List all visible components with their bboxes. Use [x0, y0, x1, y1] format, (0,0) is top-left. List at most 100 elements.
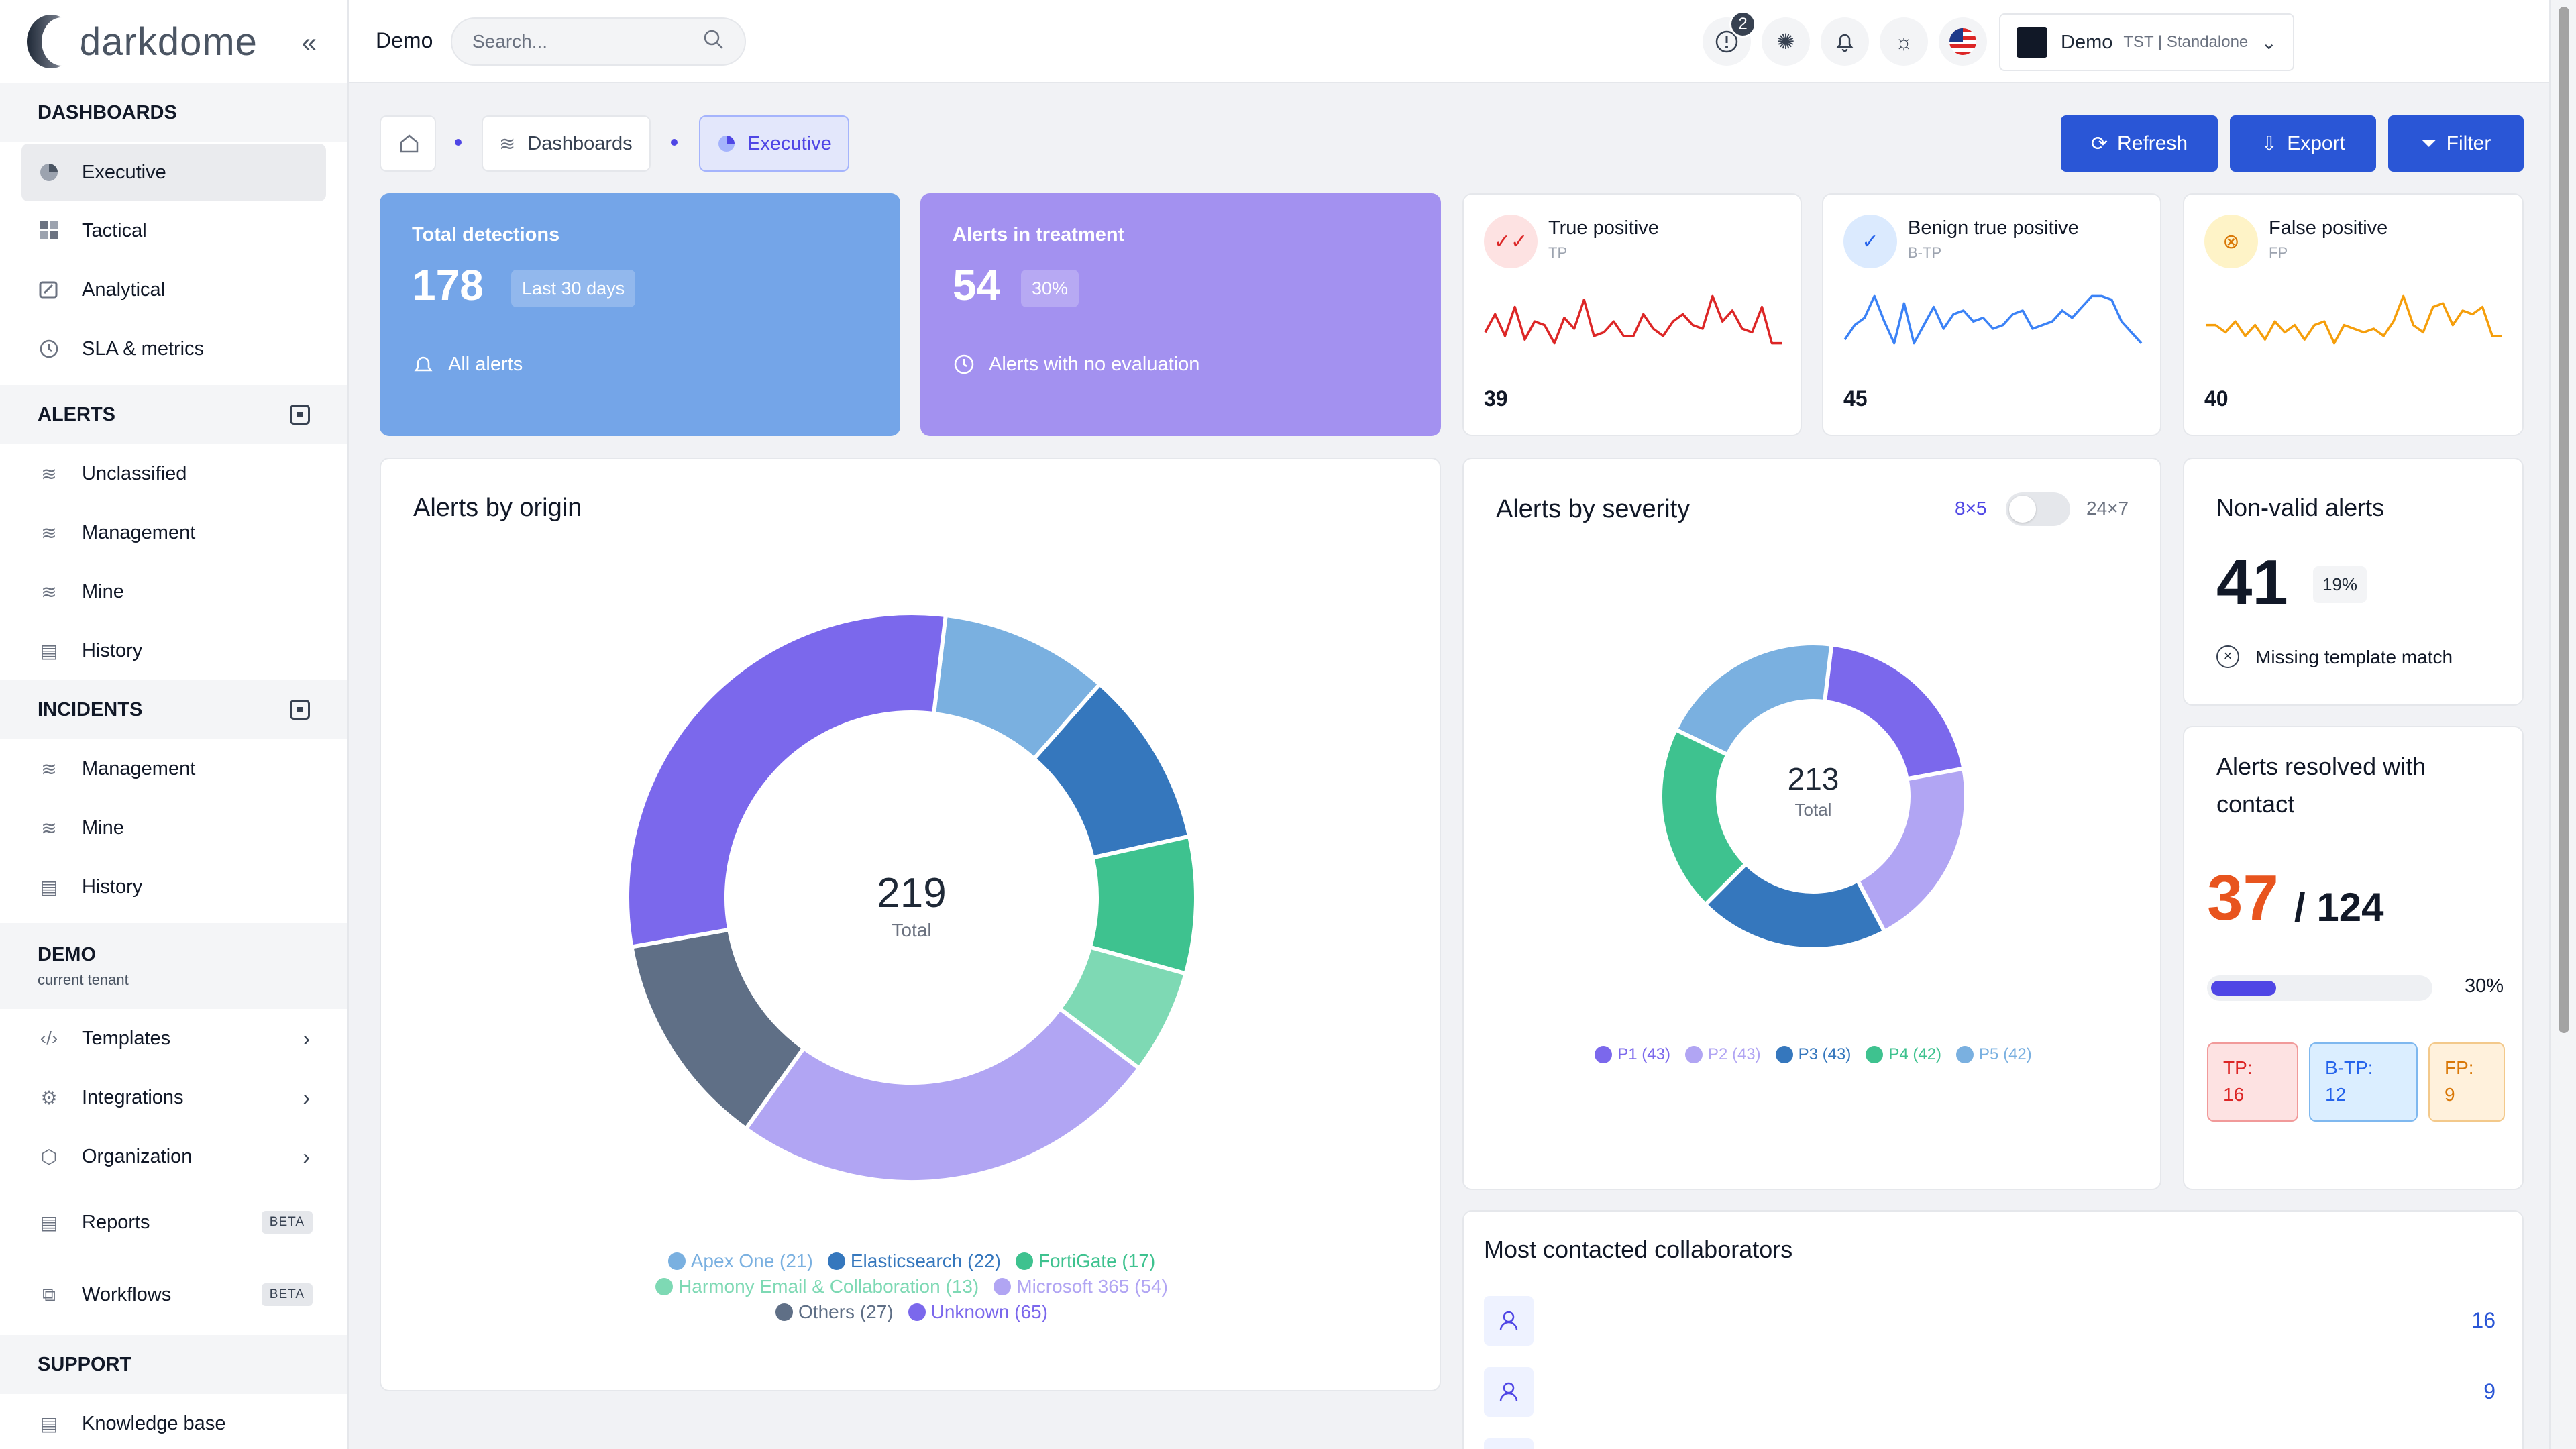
toggle-label-24x7[interactable]: 24×7 [2086, 498, 2129, 519]
book-icon: ▤ [40, 1413, 58, 1434]
sidebar-item-executive[interactable]: Executive [21, 144, 326, 201]
sidebar-item-incidents-mine[interactable]: ≋ Mine [0, 798, 347, 857]
severity-legend: P1 (43) P2 (43) P3 (43) P4 (42) P5 (42) [1464, 1045, 2163, 1064]
section-title: ALERTS [38, 403, 115, 425]
breadcrumb-home[interactable] [380, 115, 436, 172]
legend-item[interactable]: Others (27) [775, 1301, 894, 1323]
sidebar-item-label: Reports [82, 1211, 150, 1233]
resolved-percent: 30% [2465, 975, 2504, 997]
legend-item[interactable]: P2 (43) [1684, 1045, 1761, 1064]
legend-label: Elasticsearch (22) [850, 1250, 1001, 1271]
add-box-icon[interactable] [290, 700, 310, 720]
coverage-toggle[interactable] [2006, 492, 2070, 526]
sidebar-item-label: Tactical [82, 219, 147, 241]
donut-slice-unknown[interactable] [625, 611, 949, 949]
report-icon: ▤ [40, 1212, 58, 1233]
legend-item[interactable]: P5 (42) [1956, 1045, 2032, 1064]
legend-item[interactable]: P1 (43) [1595, 1045, 1670, 1064]
sidebar-item-alerts-history[interactable]: ▤ History [0, 621, 347, 680]
edit-chart-icon [38, 278, 60, 301]
clock-icon [38, 337, 60, 360]
document-icon: ▤ [40, 640, 58, 661]
card-value: 54 [953, 261, 1001, 309]
card-title: Non-valid alerts [2216, 494, 2385, 521]
grid-icon [38, 219, 60, 242]
alerts-in-treatment-card[interactable]: Alerts in treatment 54 30% Alerts with n… [920, 193, 1441, 436]
sidebar-item-incidents-history[interactable]: ▤ History [0, 857, 347, 916]
alert-icon[interactable]: 2 [1703, 11, 1756, 66]
cube-icon: ⬡ [40, 1146, 58, 1167]
sidebar-item-integrations[interactable]: ⚙ Integrations › [0, 1068, 347, 1127]
sidebar-item-alerts-mine[interactable]: ≋ Mine [0, 562, 347, 621]
legend-swatch [908, 1303, 926, 1321]
sidebar-item-workflows[interactable]: ⧉ Workflows BETA [0, 1258, 347, 1331]
benign-true-positive-card[interactable]: ✓ Benign true positive B-TP 45 [1822, 193, 2161, 436]
toggle-label-8x5[interactable]: 8×5 [1955, 498, 1987, 519]
tenant-selector[interactable]: Demo TST | Standalone ⌄ [1999, 13, 2294, 71]
legend-item[interactable]: Elasticsearch (22) [827, 1250, 1001, 1272]
sidebar-item-alerts-unclassified[interactable]: ≋ Unclassified [0, 444, 347, 503]
non-valid-alerts-card: Non-valid alerts 41 19% × Missing templa… [2183, 458, 2524, 706]
sidebar-item-analytical[interactable]: Analytical [0, 260, 347, 319]
breadcrumb-executive[interactable]: Executive [699, 115, 849, 172]
fp-box: FP: 9 [2428, 1042, 2505, 1122]
filter-button[interactable]: ⏷ Filter [2388, 115, 2524, 172]
legend-item[interactable]: FortiGate (17) [1015, 1250, 1155, 1272]
card-title: False positive [2269, 217, 2388, 239]
legend-item[interactable]: P3 (43) [1775, 1045, 1851, 1064]
resolved-progress-fill [2211, 981, 2277, 996]
card-value: 40 [2204, 386, 2229, 411]
sidebar-item-reports[interactable]: ▤ Reports BETA [0, 1186, 347, 1258]
sparkline-series [2206, 294, 2502, 345]
true-positive-card[interactable]: ✓✓ True positive TP 39 [1462, 193, 1802, 436]
legend-label: Microsoft 365 (54) [1016, 1276, 1168, 1297]
scrollbar-thumb[interactable] [2559, 7, 2569, 1033]
card-footer[interactable]: Alerts with no evaluation [953, 353, 1199, 376]
sun-icon[interactable]: ☼ [1880, 17, 1928, 66]
legend-item[interactable]: Microsoft 365 (54) [994, 1276, 1168, 1297]
button-label: Export [2287, 132, 2345, 154]
legend-swatch [1015, 1252, 1033, 1270]
legend-swatch [994, 1278, 1012, 1295]
export-button[interactable]: ⇩ Export [2230, 115, 2376, 172]
donut-center: 219 Total [744, 869, 1079, 941]
card-subtitle: FP [2269, 244, 2288, 261]
layers-icon: ≋ [499, 133, 516, 155]
donut-slice-p5[interactable] [1672, 641, 1834, 758]
donut-slice-p1[interactable] [1822, 642, 1966, 782]
bell-icon[interactable] [1821, 17, 1869, 66]
celebration-icon[interactable]: ✺ [1762, 17, 1810, 66]
sidebar-item-templates[interactable]: ‹/› Templates › [0, 1009, 347, 1068]
legend-swatch [1866, 1046, 1884, 1063]
donut-slice-p4[interactable] [1658, 727, 1750, 908]
card-value: 45 [1843, 386, 1868, 411]
brand-logo-icon [27, 15, 82, 68]
breadcrumb-dashboards[interactable]: ≋ Dashboards [482, 115, 651, 172]
donut-slice-microsoft-365[interactable] [743, 1006, 1142, 1184]
sidebar-item-knowledge-base[interactable]: ▤ Knowledge base [0, 1394, 347, 1449]
legend-item[interactable]: Harmony Email & Collaboration (13) [655, 1276, 979, 1297]
sidebar-item-incidents-management[interactable]: ≋ Management [0, 739, 347, 798]
page-scrollbar[interactable] [2549, 0, 2576, 1449]
sidebar-item-label: Unclassified [82, 462, 187, 484]
language-flag-icon[interactable] [1939, 17, 1987, 66]
sidebar-item-sla-metrics[interactable]: SLA & metrics [0, 319, 347, 378]
sidebar-item-tactical[interactable]: Tactical [0, 201, 347, 260]
chevron-left-icon[interactable]: « [301, 28, 317, 58]
legend-label: P4 (42) [1888, 1045, 1942, 1063]
non-valid-value: 41 [2216, 547, 2288, 619]
card-footer[interactable]: All alerts [412, 353, 523, 376]
sidebar-item-organization[interactable]: ⬡ Organization › [0, 1127, 347, 1186]
refresh-button[interactable]: ⟳ Refresh [2061, 115, 2218, 172]
legend-item[interactable]: Apex One (21) [667, 1250, 813, 1272]
legend-item[interactable]: Unknown (65) [908, 1301, 1048, 1323]
legend-item[interactable]: P4 (42) [1866, 1045, 1941, 1064]
search-placeholder: Search... [472, 31, 548, 52]
total-detections-card[interactable]: Total detections 178 Last 30 days All al… [380, 193, 900, 436]
search-input[interactable]: Search... [451, 17, 746, 66]
fp-value: 9 [2445, 1084, 2455, 1105]
topbar: Demo Search... 2 ✺ ☼ Demo TST | Standalo… [349, 0, 2549, 83]
sidebar-item-alerts-management[interactable]: ≋ Management [0, 503, 347, 562]
add-box-icon[interactable] [290, 405, 310, 425]
false-positive-card[interactable]: ⊗ False positive FP 40 [2183, 193, 2524, 436]
